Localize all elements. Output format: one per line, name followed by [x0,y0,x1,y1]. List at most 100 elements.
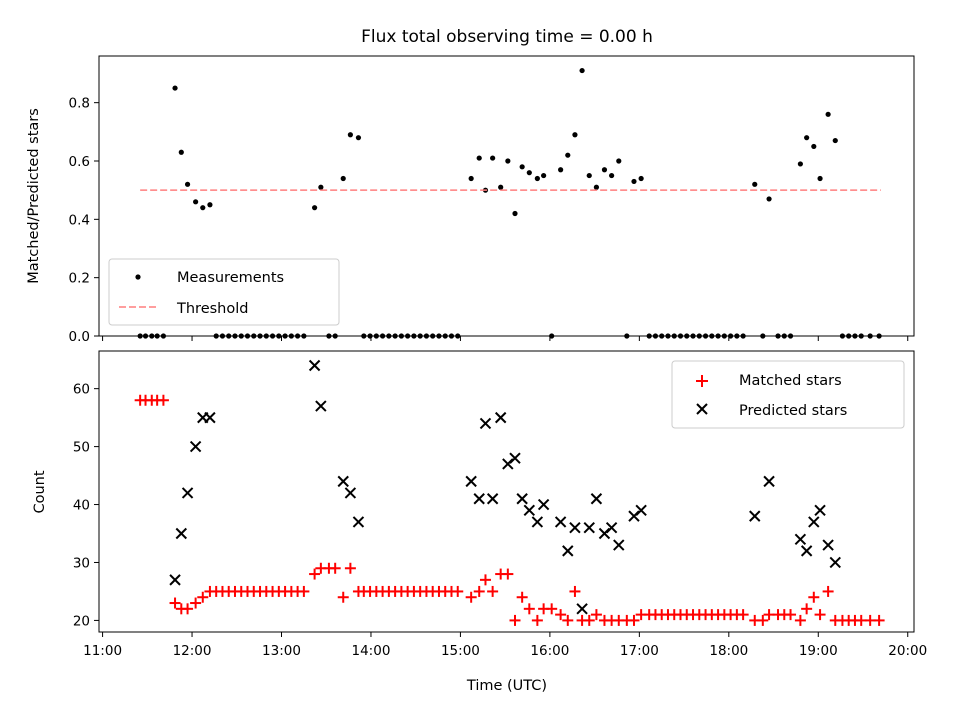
matched-star-point [487,585,499,597]
measurement-point [498,184,504,190]
predicted-star-point [763,475,775,488]
measurement-point [347,132,353,138]
x-axis-label: Time (UTC) [466,678,547,694]
measurement-point [534,175,540,182]
matched-star-point [502,568,514,580]
bottom-legend-box [671,360,905,429]
measurement-point [558,167,564,173]
predicted-star-point [537,498,550,511]
predicted-star-point [822,539,834,551]
predicted-star-point [486,493,499,505]
measurement-point [565,152,571,158]
measurement-point [609,172,615,179]
x-tick-label: 17:00 [620,643,659,659]
measurement-point [766,196,772,202]
predicted-star-point [509,452,521,464]
predicted-star-point [531,516,544,528]
matched-star-point [298,585,310,597]
bottom-y-ticks: 20 30 40 50 60 [73,382,99,629]
legend-threshold-label: Threshold [176,301,248,317]
top-markers [137,67,882,339]
matched-star-point [757,614,769,626]
legend-predicted-marker [696,403,708,415]
x-tick-label: 16:00 [530,643,569,659]
predicted-star-point [590,493,603,505]
predicted-star-point [523,504,536,517]
measurement-point [468,175,474,182]
measurement-point [797,161,803,167]
measurement-point [752,181,758,187]
x-tick-label: 13:00 [262,643,301,659]
matched-star-point [562,614,574,626]
bottom-markers [134,359,885,626]
matched-star-point [814,609,826,621]
measurement-point [631,178,637,185]
top-legend: Measurements Threshold [108,258,340,326]
predicted-star-point [175,527,188,540]
measurement-point [476,155,482,161]
measurement-point [184,181,191,187]
predicted-star-point [189,440,202,453]
chart-title: Flux total observing time = 0.00 h [361,27,653,47]
top-y-tick-label: 0.6 [69,154,90,170]
matched-star-point [590,609,602,621]
matched-star-point [473,585,485,597]
predicted-star-point [576,603,588,615]
matched-star-point [801,603,813,615]
legend-matched-label: Matched stars [739,373,842,389]
predicted-star-point [494,411,507,424]
matched-star-point [182,603,194,615]
bottom-axes-frame [98,350,915,633]
measurement-point [616,158,622,164]
measurement-point [832,137,838,144]
bottom-x-ticks: 11:00 12:00 13:00 14:00 15:00 16:00 17:00 18:00… [83,632,927,659]
predicted-star-point [352,516,365,528]
measurement-point [512,210,518,217]
measurement-point [804,135,810,141]
matched-star-point [157,394,169,406]
matched-star-point [516,591,528,603]
matched-star-point [452,585,464,597]
x-tick-label: 11:00 [83,643,122,659]
legend-matched-marker [696,375,708,387]
x-tick-label: 20:00 [888,643,927,659]
x-tick-label: 15:00 [441,643,480,659]
measurement-point [318,184,324,190]
matched-star-point [531,614,543,626]
predicted-star-point [800,545,813,557]
predicted-star-point [315,400,327,412]
measurement-point [572,132,578,138]
matched-star-point [737,609,749,621]
predicted-star-point [473,493,485,505]
predicted-star-point [814,504,826,517]
matched-star-point [523,603,535,615]
legend-measurements-label: Measurements [177,270,284,286]
matched-star-point [873,614,885,626]
bottom-panel: 20 30 40 50 60 11:00 12:00 13:00 14:00 15:00 16:0… [32,350,927,694]
predicted-star-point [613,539,625,551]
top-axes-frame [98,55,915,337]
matched-star-point [479,574,491,586]
predicted-star-point [181,487,194,499]
predicted-star-point [808,516,820,528]
matched-star-point [190,597,202,609]
measurement-point [178,149,184,155]
top-x-ticks [102,336,909,341]
predicted-star-point [479,417,492,430]
legend-predicted-label: Predicted stars [739,403,847,419]
matched-star-point [169,597,181,609]
measurement-point [340,175,346,182]
measurement-point [490,155,496,161]
matched-star-point [309,568,321,580]
bottom-y-tick-label: 50 [73,440,90,456]
matched-star-point [329,562,341,574]
predicted-star-point [516,493,528,505]
x-tick-label: 14:00 [352,643,391,659]
bottom-y-tick-label: 60 [73,382,90,398]
measurement-point [193,199,199,205]
matched-star-point [344,562,356,574]
legend-measurements-marker [135,274,141,280]
measurement-point [579,67,585,74]
measurement-point [825,111,831,117]
